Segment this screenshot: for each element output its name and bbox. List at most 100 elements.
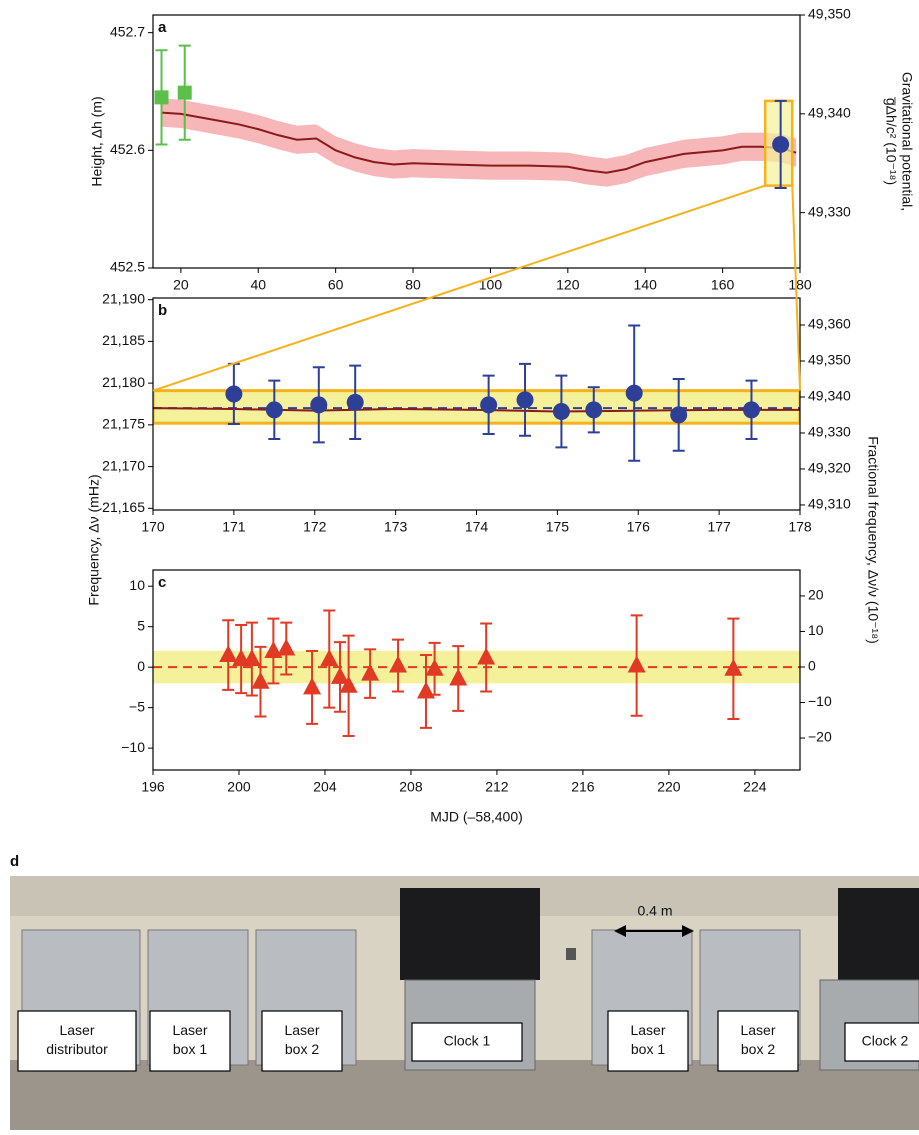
y2-tick-label: −20 [808,729,832,745]
y-tick-label: 5 [137,617,145,633]
photo-label-box [261,1010,343,1072]
clock-lid [400,888,540,980]
uncertainty-band [161,98,797,187]
y2-tick-label: 49,350 [808,352,851,368]
data-point [449,668,468,686]
y-tick-label: 452.6 [110,141,145,157]
data-point [477,647,496,665]
photo-label: box 2 [285,1041,319,1057]
photo-label-box [411,1022,523,1062]
panel-letter: a [158,19,167,36]
photo-label: Clock 2 [862,1033,909,1049]
data-point [772,135,790,153]
zoom-connector [791,185,801,391]
data-point [670,406,688,424]
photo-label: Laser [630,1022,665,1038]
data-point [361,663,380,681]
photo-label: box 1 [173,1041,207,1057]
x-tick-label: 224 [743,779,767,795]
y-tick-label: 21,190 [102,290,145,306]
panel: 20 40 60 80 100 120 140 160 180 452.5 452.6 452.7 49… [89,6,916,293]
y2-tick-label: −10 [808,693,832,709]
y2-tick-label: 0 [808,658,816,674]
data-point [320,649,339,667]
y-tick-label: 21,185 [102,332,145,348]
y2-axis-label: Fractional frequency, Δν/ν (10⁻¹⁸) [865,436,881,644]
data-point [742,401,760,419]
x-tick-label: 174 [465,519,489,535]
photo-floor [10,1060,919,1130]
axes-frame [152,14,801,269]
clock-lid [838,888,919,980]
x-tick-label: 171 [222,519,246,535]
x-axis-label: MJD (–58,400) [430,809,523,825]
y2-tick-label: 49,310 [808,496,851,512]
plot-area [153,389,800,425]
photo-label-box [717,1010,799,1072]
y2-tick-label: 49,340 [808,105,851,121]
data-point [310,396,328,414]
y-tick-label: 21,180 [102,374,145,390]
data-point [724,658,743,676]
y-tick-label: 452.5 [110,259,145,275]
data-point [480,396,498,414]
panel: 170 171 172 173 174 175 176 177 178 21,165 21,170 2… [86,290,882,643]
x-tick-label: 208 [399,779,423,795]
series-line [161,111,797,174]
x-tick-label: 140 [634,277,658,293]
y2-tick-label: 20 [808,587,824,603]
zoom-connector [152,184,766,392]
x-tick-label: 80 [405,277,421,293]
x-tick-label: 216 [571,779,595,795]
y2-axis-label: Gravitational potential, [899,72,915,211]
y2-tick-label: 49,360 [808,316,851,332]
shaded-band [153,389,800,425]
x-tick-label: 200 [227,779,251,795]
data-point [264,640,283,658]
y-tick-label: 10 [129,577,145,593]
photo-label: distributor [46,1041,108,1057]
x-tick-label: 60 [328,277,344,293]
y2-tick-label: 49,330 [808,203,851,219]
x-tick-label: 176 [627,519,651,535]
x-tick-label: 172 [303,519,327,535]
y-tick-label: 21,175 [102,416,145,432]
photo-label: Clock 1 [444,1033,491,1049]
panel: 196 200 204 208 212 216 220 224 −10 −5 0 5 10 −20 −10 0… [121,569,832,825]
data-point [154,90,169,105]
x-tick-label: 220 [657,779,681,795]
y-tick-label: 452.7 [110,23,145,39]
photo-panel: 0.4 m d Laser distributor Laser box 1 Laser b… [10,853,919,1130]
x-tick-label: 120 [556,277,580,293]
panel-letter: d [10,853,19,870]
data-point [242,649,261,667]
data-point [625,384,643,402]
y-tick-label: −10 [121,739,145,755]
y-tick-label: 21,170 [102,457,145,473]
data-point [219,645,238,663]
photo-label: box 1 [631,1041,665,1057]
photo-label-box [844,1022,919,1062]
y2-tick-label: 49,320 [808,460,851,476]
x-tick-label: 204 [313,779,337,795]
y2-axis-label: g̅Δh/c² (10⁻¹⁸) [883,96,899,185]
y-tick-label: 21,165 [102,499,145,515]
data-point [265,401,283,419]
panel-letter: c [158,574,166,591]
data-point [516,391,534,409]
data-point [552,403,570,421]
y-axis-label: Frequency, Δν (mHz) [86,474,102,605]
scale-label: 0.4 m [637,903,672,919]
data-point [277,638,296,656]
x-tick-label: 175 [546,519,570,535]
data-point [627,655,646,673]
x-tick-label: 40 [250,277,266,293]
x-tick-label: 170 [141,519,165,535]
photo-label-box [149,1010,231,1072]
x-tick-label: 180 [788,277,812,293]
x-tick-label: 20 [173,277,189,293]
x-tick-label: 160 [711,277,735,293]
photo-label: box 2 [741,1041,775,1057]
y2-tick-label: 10 [808,622,824,638]
